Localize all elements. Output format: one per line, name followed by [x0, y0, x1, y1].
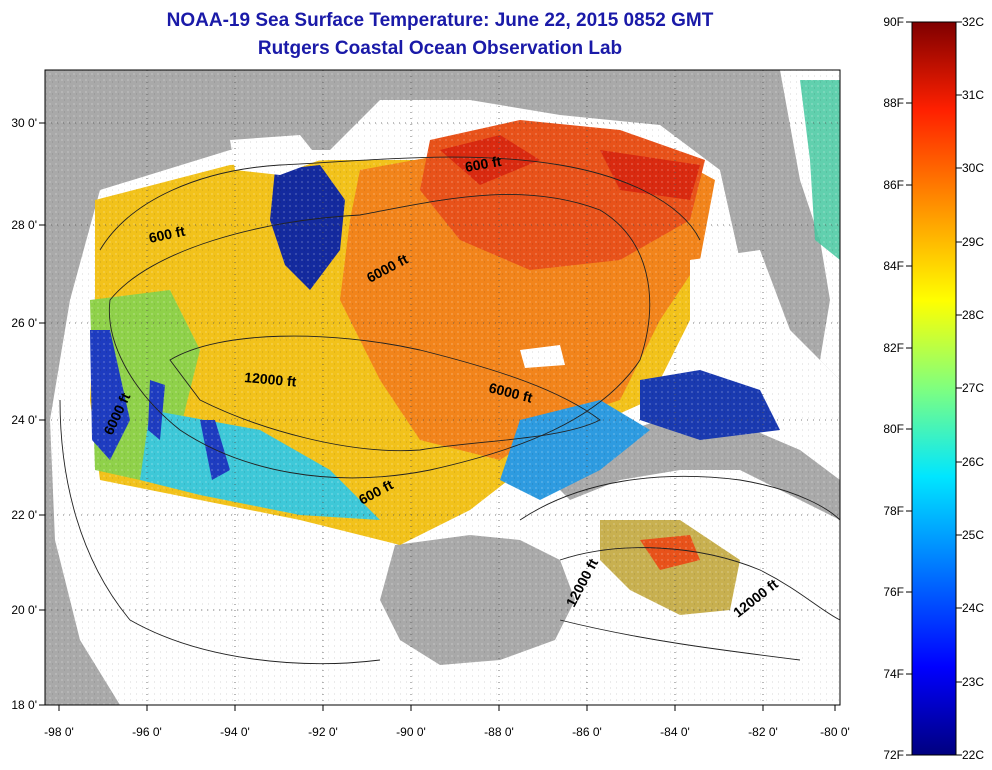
c-label: 23C [962, 675, 984, 689]
lat-label: 18 0' [11, 698, 37, 712]
lon-label: -80 0' [820, 725, 850, 739]
c-label: 32C [962, 15, 984, 29]
f-label: 76F [883, 585, 904, 599]
lon-label: -98 0' [44, 725, 74, 739]
latitude-labels: 30 0' 28 0' 26 0' 24 0' 22 0' 20 0' 18 0… [11, 116, 37, 712]
f-label: 86F [883, 178, 904, 192]
f-label: 78F [883, 504, 904, 518]
lon-label: -88 0' [484, 725, 514, 739]
sea-surface-layer [45, 70, 840, 705]
map-frame [44, 69, 841, 706]
contour-label: 600 ft [464, 153, 503, 175]
lon-label: -94 0' [220, 725, 250, 739]
lon-label: -90 0' [396, 725, 426, 739]
lon-label: -82 0' [748, 725, 778, 739]
tick-marks [39, 122, 836, 711]
c-label: 22C [962, 748, 984, 762]
lat-label: 24 0' [11, 413, 37, 427]
colorbar-fahrenheit-labels: 90F 88F 86F 84F 82F 80F 78F 76F 74F 72F [883, 15, 904, 762]
c-label: 30C [962, 161, 984, 175]
f-label: 74F [883, 667, 904, 681]
c-label: 28C [962, 308, 984, 322]
f-label: 88F [883, 96, 904, 110]
c-label: 31C [962, 88, 984, 102]
c-label: 24C [962, 601, 984, 615]
lon-label: -84 0' [660, 725, 690, 739]
map-subtitle: Rutgers Coastal Ocean Observation Lab [257, 38, 623, 59]
f-label: 82F [883, 341, 904, 355]
lat-label: 22 0' [11, 508, 37, 522]
c-label: 25C [962, 528, 984, 542]
colorbar-ticks [906, 21, 962, 756]
f-label: 80F [883, 422, 904, 436]
lat-label: 28 0' [11, 218, 37, 232]
lat-label: 26 0' [11, 316, 37, 330]
bathymetry-contours [59, 156, 840, 665]
lon-label: -86 0' [572, 725, 602, 739]
f-label: 90F [883, 15, 904, 29]
lon-label: -92 0' [308, 725, 338, 739]
lat-label: 20 0' [11, 603, 37, 617]
f-label: 72F [883, 748, 904, 762]
map-title: NOAA-19 Sea Surface Temperature: June 22… [166, 10, 714, 31]
c-label: 29C [962, 235, 984, 249]
colorbar-celsius-labels: 32C 31C 30C 29C 28C 27C 26C 25C 24C 23C … [962, 15, 984, 762]
longitude-labels: -98 0' -96 0' -94 0' -92 0' -90 0' -88 0… [44, 725, 850, 739]
f-label: 84F [883, 259, 904, 273]
c-label: 26C [962, 455, 984, 469]
lon-label: -96 0' [132, 725, 162, 739]
graticule [45, 70, 840, 705]
lat-label: 30 0' [11, 116, 37, 130]
temperature-colorbar [911, 21, 957, 756]
c-label: 27C [962, 381, 984, 395]
contour-label: 12000 ft [244, 369, 298, 390]
contour-label: 600 ft [147, 223, 186, 246]
